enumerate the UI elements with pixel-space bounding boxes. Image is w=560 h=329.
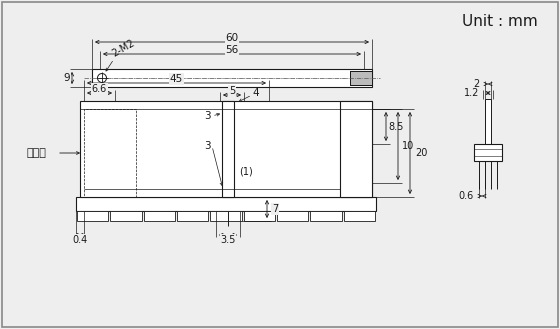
Text: 5: 5 [229, 86, 235, 96]
Text: 9: 9 [64, 73, 71, 83]
Text: 8.5: 8.5 [388, 121, 404, 132]
Bar [350, 71, 372, 85]
Text: 2-M2: 2-M2 [110, 38, 136, 59]
Bar [84, 109, 136, 197]
Bar [110, 211, 142, 221]
Text: (1): (1) [239, 167, 253, 177]
Bar [310, 211, 342, 221]
Bar [211, 211, 242, 221]
Text: 3: 3 [204, 141, 211, 151]
Bar [350, 71, 372, 85]
Bar [474, 144, 502, 161]
Text: 6.6: 6.6 [92, 84, 107, 94]
Text: 4: 4 [252, 88, 259, 98]
Bar [177, 211, 208, 221]
Text: 20: 20 [415, 148, 427, 158]
Text: 安装面: 安装面 [26, 148, 46, 158]
Bar [340, 101, 372, 197]
Text: 10: 10 [402, 141, 414, 151]
Text: 0.4: 0.4 [72, 235, 87, 245]
Text: 45: 45 [170, 74, 183, 84]
Bar [144, 211, 175, 221]
Text: 0.6: 0.6 [459, 191, 474, 201]
Bar [485, 99, 491, 144]
Text: Unit : mm: Unit : mm [462, 14, 538, 29]
Bar [277, 211, 309, 221]
Text: 1.2: 1.2 [464, 88, 480, 98]
Text: 2: 2 [473, 79, 479, 89]
Bar [222, 101, 234, 197]
Bar [92, 69, 372, 87]
Text: 56: 56 [225, 45, 239, 55]
Bar [80, 101, 372, 197]
Bar [77, 211, 108, 221]
Text: 7: 7 [272, 204, 278, 214]
Bar [76, 197, 376, 211]
Text: 3.5: 3.5 [220, 235, 236, 245]
Text: 60: 60 [226, 33, 239, 43]
Text: 3: 3 [204, 111, 211, 121]
Bar [244, 211, 275, 221]
Bar [344, 211, 375, 221]
